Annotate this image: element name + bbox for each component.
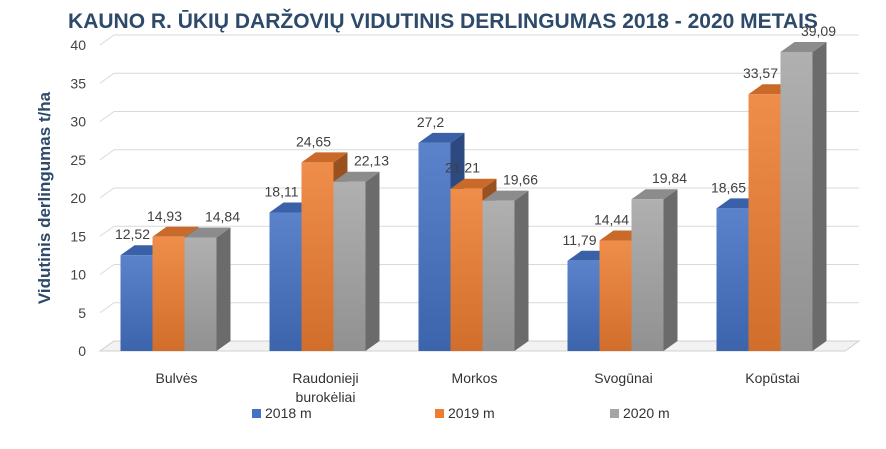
legend-label-2020: 2020 m [623,405,670,421]
x-tick-label: Raudonieji burokėliai [292,370,358,405]
data-label-2019-3: 14,44 [594,212,629,228]
data-label-2019-4: 33,57 [743,65,778,81]
y-axis-label: Vidutinis derlingumas t/ha [35,91,54,304]
chart-title: KAUNO R. ŪKIŲ DARŽOVIŲ VIDUTINIS DERLING… [68,10,818,33]
legend-label-2019: 2019 m [448,405,495,421]
x-tick-label: Kopūstai [745,370,799,386]
legend-item-2019: 2019 m [435,405,495,421]
data-label-2020-1: 22,13 [354,153,389,169]
y-tick-label: 35 [70,75,86,91]
legend-item-2018: 2018 m [252,405,312,421]
data-label-2019-0: 14,93 [147,208,182,224]
y-tick-label: 30 [70,114,86,130]
y-tick-label: 15 [70,228,86,244]
bar-2020-1 [333,171,380,351]
x-tick-label: Svogūnai [594,370,652,386]
y-tick-label: 0 [78,343,86,359]
data-label-2020-2: 19,66 [503,172,538,188]
y-tick-label: 25 [70,152,86,168]
data-label-2019-1: 24,65 [296,133,331,149]
data-label-2018-4: 18,65 [711,179,746,195]
x-tick-label: Morkos [452,370,498,386]
data-label-2019-2: 21,21 [445,160,480,176]
data-label-2020-4: 39,09 [801,23,836,39]
bar-2020-0 [184,227,231,351]
bar-2020-2 [482,190,529,351]
legend-swatch-2018 [252,408,261,418]
data-label-2018-0: 12,52 [115,226,150,242]
y-tick-label: 10 [70,267,86,283]
x-tick-label: Bulvės [155,370,197,386]
legend-swatch-2020 [610,408,619,418]
data-label-2018-1: 18,11 [265,183,299,199]
legend-swatch-2019 [435,408,444,418]
y-tick-label: 20 [70,190,86,206]
data-label-2018-3: 11,79 [563,232,597,248]
y-tick-label: 40 [70,37,86,53]
bar-2020-3 [631,189,678,351]
data-label-2020-3: 19,84 [652,170,687,186]
bar-2020-4 [780,41,827,352]
legend-label-2018: 2018 m [265,405,312,421]
y-tick-label: 5 [78,305,86,321]
data-label-2018-2: 27,2 [417,114,444,130]
data-label-2020-0: 14,84 [205,208,240,224]
legend-item-2020: 2020 m [610,405,670,421]
